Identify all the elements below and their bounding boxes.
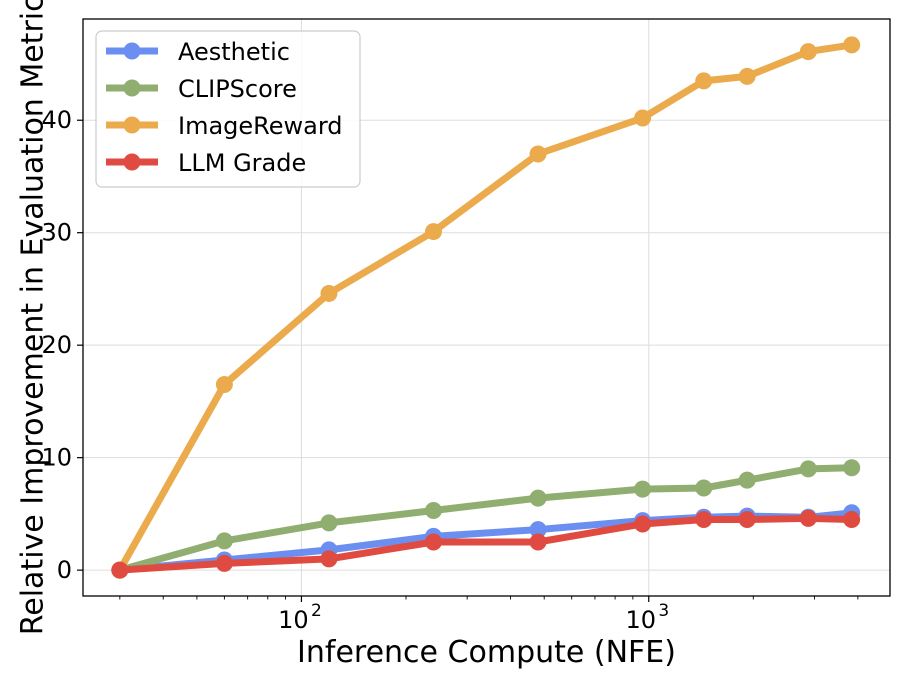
legend-label: LLM Grade [178, 149, 306, 177]
x-tick-exponent: 2 [311, 601, 322, 621]
y-tick-label: 0 [57, 556, 72, 584]
data-point-llm-grade [695, 511, 713, 529]
data-point-clipscore [695, 479, 713, 497]
series-line-clipscore [116, 464, 856, 574]
data-point-llm-grade [320, 550, 338, 568]
data-point-llm-grade [529, 533, 547, 551]
legend-item-llm-grade: LLM Grade [106, 149, 306, 177]
series-line-imagereward [116, 41, 856, 574]
data-point-imagereward [529, 145, 547, 163]
data-point-clipscore [215, 532, 233, 550]
data-point-clipscore [843, 459, 861, 477]
legend-item-clipscore: CLIPScore [106, 75, 297, 103]
y-tick-label: 20 [41, 331, 72, 359]
data-point-llm-grade [634, 515, 652, 533]
data-point-llm-grade [738, 511, 756, 529]
y-tick-label: 30 [41, 219, 72, 247]
legend-item-aesthetic: Aesthetic [106, 38, 290, 66]
series-llm-grade [111, 509, 861, 579]
data-point-llm-grade [424, 533, 442, 551]
legend-label: CLIPScore [178, 75, 297, 103]
data-point-clipscore [320, 514, 338, 532]
legend-label: Aesthetic [178, 38, 290, 66]
legend: Aesthetic CLIPScore ImageReward LLM Grade [95, 30, 361, 188]
series-line-llm-grade [116, 514, 856, 574]
grid [83, 19, 890, 596]
data-point-imagereward [843, 36, 861, 54]
data-point-imagereward [215, 376, 233, 394]
y-axis-label: Relative Improvement in Evaluation Metri… [16, 0, 51, 635]
plot-frame [82, 18, 891, 597]
y-tick-label: 10 [41, 444, 72, 472]
x-tick-exponent: 3 [658, 601, 669, 621]
legend-swatch-marker [123, 116, 141, 134]
data-point-imagereward [695, 72, 713, 90]
data-point-clipscore [799, 460, 817, 478]
legend-item-imagereward: ImageReward [106, 112, 343, 140]
legend-box [95, 30, 361, 188]
data-point-imagereward [634, 109, 652, 127]
data-point-imagereward [738, 67, 756, 85]
legend-swatch-marker [123, 79, 141, 97]
legend-swatch-marker [123, 153, 141, 171]
data-point-llm-grade [843, 511, 861, 529]
data-point-imagereward [799, 43, 817, 61]
data-point-clipscore [529, 489, 547, 507]
data-point-clipscore [634, 480, 652, 498]
data-point-imagereward [320, 284, 338, 302]
series-layer [111, 36, 861, 579]
legend-swatch-marker [123, 42, 141, 60]
data-point-llm-grade [111, 561, 129, 579]
data-point-imagereward [424, 223, 442, 241]
data-point-llm-grade [799, 509, 817, 527]
x-axis-label: Inference Compute (NFE) [297, 635, 676, 670]
data-point-clipscore [424, 502, 442, 520]
legend-label: ImageReward [178, 112, 343, 140]
data-point-clipscore [738, 471, 756, 489]
x-tick-label: 10 [278, 606, 309, 634]
y-tick-label: 40 [41, 106, 72, 134]
x-tick-label: 10 [625, 606, 656, 634]
data-point-aesthetic [529, 521, 547, 539]
data-point-llm-grade [215, 554, 233, 572]
